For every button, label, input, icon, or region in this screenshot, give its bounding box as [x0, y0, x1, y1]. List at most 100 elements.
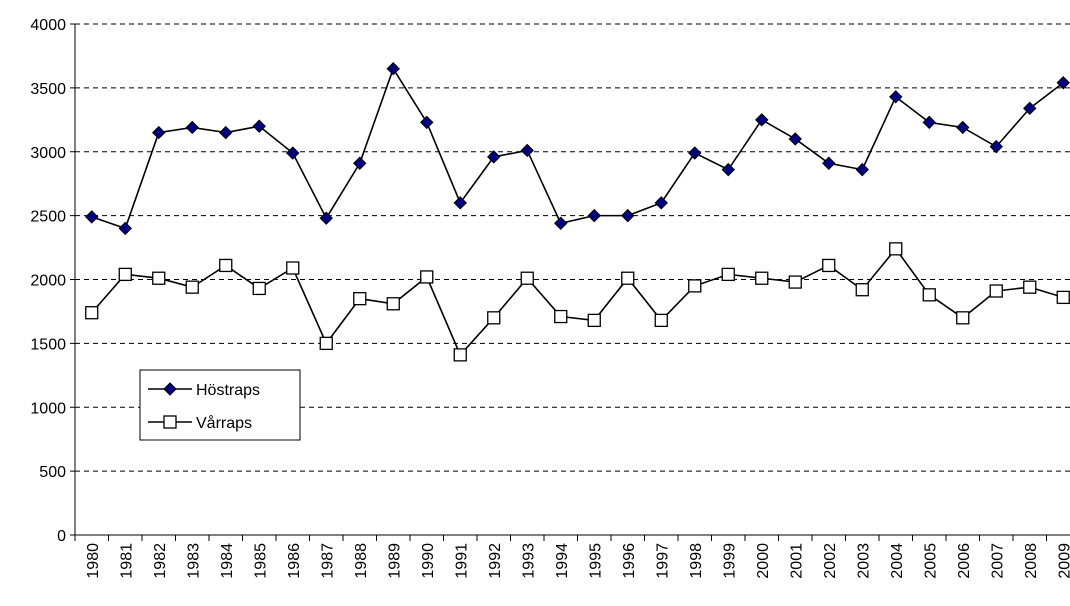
x-tick-label: 1992 [487, 543, 504, 579]
y-tick-label: 1500 [30, 336, 66, 353]
data-point [688, 146, 702, 160]
legend-marker [163, 382, 177, 396]
data-point [822, 258, 836, 273]
data-point [788, 132, 802, 146]
data-point [989, 284, 1003, 298]
x-tick-label: 2000 [755, 543, 772, 579]
x-tick-label: 2007 [989, 543, 1006, 579]
data-point [286, 146, 300, 160]
data-point [386, 62, 400, 76]
x-tick-label: 1996 [621, 543, 638, 579]
data-point [219, 125, 233, 140]
data-point [554, 309, 568, 324]
data-point [621, 271, 635, 285]
x-tick-label: 1982 [152, 543, 169, 579]
x-tick-label: 1980 [85, 543, 102, 579]
data-point [654, 196, 668, 210]
data-point [185, 280, 199, 294]
series-line [91, 66, 1064, 230]
data-point [855, 283, 869, 297]
x-tick-label: 2004 [889, 543, 906, 579]
data-point [922, 115, 936, 130]
y-tick-label: 4000 [30, 17, 66, 34]
data-point [319, 211, 333, 225]
data-point [956, 311, 970, 325]
data-point [788, 275, 802, 289]
data-point [688, 279, 702, 293]
data-point [1056, 290, 1070, 305]
x-tick-label: 2009 [1056, 543, 1070, 579]
data-point [85, 210, 99, 224]
data-point [185, 120, 199, 135]
x-tick-label: 1989 [386, 543, 403, 579]
y-tick-label: 2500 [30, 209, 66, 226]
data-point [118, 221, 132, 236]
legend: Höstraps Vårraps [139, 369, 301, 441]
data-point [420, 115, 434, 130]
data-point [889, 90, 903, 104]
x-tick-label: 2001 [788, 543, 805, 579]
data-point [721, 267, 735, 282]
x-tick-label: 1999 [721, 543, 738, 579]
series-line [91, 247, 1064, 357]
legend-label: Vårraps [196, 414, 252, 432]
data-point [487, 150, 501, 164]
data-point [152, 271, 166, 285]
data-point [118, 267, 132, 282]
data-point [621, 208, 635, 223]
data-point [822, 156, 836, 170]
x-tick-label: 1984 [219, 543, 236, 579]
data-point [487, 311, 501, 325]
data-point [219, 258, 233, 273]
x-tick-label: 2008 [1023, 543, 1040, 579]
data-point [85, 306, 99, 320]
data-point [353, 156, 367, 170]
data-point [889, 242, 903, 256]
legend-label: Höstraps [196, 382, 260, 399]
x-tick-label: 1993 [520, 543, 537, 579]
x-tick-label: 1997 [654, 543, 671, 579]
y-tick-label: 1000 [30, 400, 66, 417]
data-point [587, 208, 601, 223]
data-point [1023, 280, 1037, 294]
x-tick-label: 2003 [855, 543, 872, 579]
x-tick-label: 1998 [688, 543, 705, 579]
data-point [152, 125, 166, 140]
data-point [1023, 101, 1037, 116]
y-tick-label: 0 [57, 528, 66, 545]
data-point [654, 313, 668, 328]
data-point [286, 261, 300, 275]
data-point [420, 270, 434, 284]
x-tick-label: 1995 [587, 543, 604, 579]
data-point [520, 271, 534, 285]
x-tick-label: 1988 [353, 543, 370, 579]
x-tick-label: 2002 [822, 543, 839, 579]
data-point [922, 288, 936, 302]
data-point [319, 336, 333, 351]
y-tick-label: 3500 [30, 81, 66, 98]
data-point [989, 139, 1003, 154]
data-point [1056, 76, 1070, 90]
data-point [956, 120, 970, 135]
data-point [855, 162, 869, 177]
x-tick-label: 1991 [453, 543, 470, 579]
data-point [386, 297, 400, 311]
x-tick-label: 2006 [956, 543, 973, 579]
data-point [353, 292, 367, 306]
data-point [453, 196, 467, 210]
x-tick-label: 1994 [554, 543, 571, 579]
data-point [755, 271, 769, 285]
x-tick-label: 1985 [252, 543, 269, 579]
x-tick-label: 1986 [286, 543, 303, 579]
y-tick-label: 500 [39, 464, 66, 481]
x-tick-label: 1981 [118, 543, 135, 579]
x-tick-label: 1990 [420, 543, 437, 579]
x-tick-label: 2005 [922, 543, 939, 579]
y-tick-label: 2000 [30, 273, 66, 290]
data-point [755, 113, 769, 127]
data-point [554, 216, 568, 230]
data-point [721, 162, 735, 177]
data-point [587, 313, 601, 328]
y-tick-label: 3000 [30, 145, 66, 162]
